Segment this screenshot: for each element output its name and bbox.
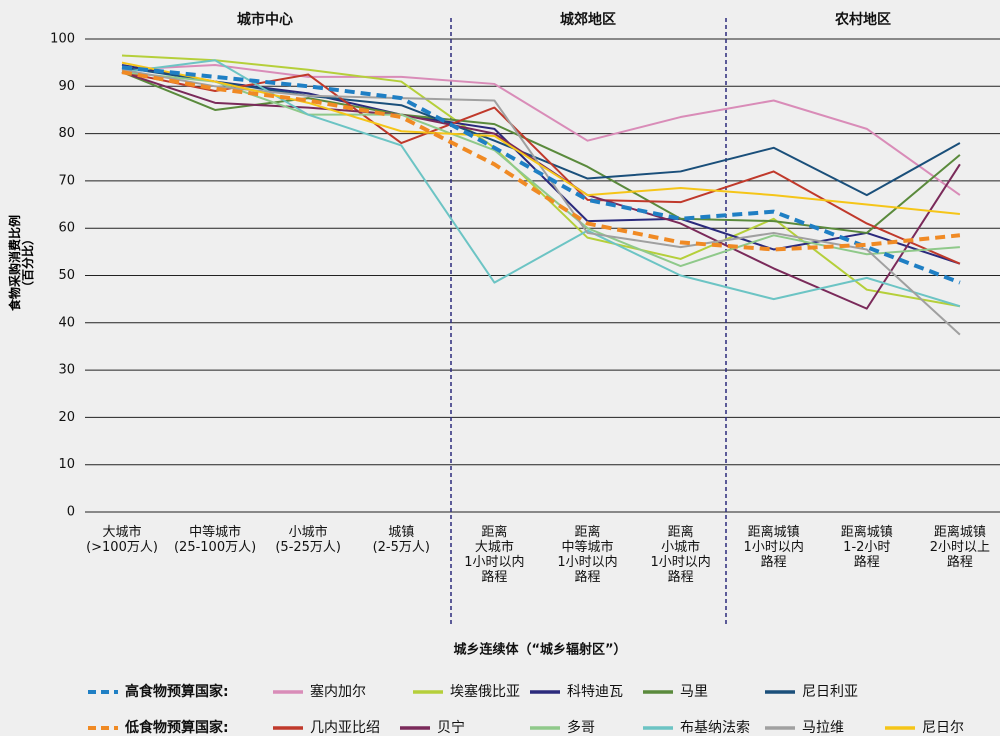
y-tick-label: 20 [58,410,75,425]
series-line [121,66,961,197]
y-tick-label: 40 [58,315,75,330]
series-line [121,71,961,265]
legend-label: 多哥 [567,719,595,736]
legend-label: 马里 [680,684,708,700]
legend-label: 高食物预算国家: [125,683,229,700]
x-axis-label: 城乡连续体（“城乡辐射区”） [453,642,626,658]
x-tick-label: 距离 小城市 1小时以内 路程 [650,525,711,585]
legend-label: 尼日尔 [922,720,964,736]
y-tick-label: 70 [58,173,75,188]
legend-label: 几内亚比绍 [310,720,380,736]
legend-label: 科特迪瓦 [567,684,623,700]
x-tick-label: 小城市 (5-25万人) [275,525,342,555]
x-tick-label: 距离 大城市 1小时以内 路程 [464,525,525,585]
x-tick-label: 城镇 (2-5万人) [372,525,430,555]
section-label: 农村地区 [834,11,891,28]
series-line [121,59,961,308]
series-line [121,71,960,268]
legend-label: 马拉维 [802,720,844,736]
x-tick-label: 大城市 (>100万人) [86,525,158,555]
series-line [121,70,961,252]
y-axis-label: 食物采购消费比例 （百分比） [8,215,35,312]
x-tick-label: 距离 中等城市 1小时以内 路程 [557,525,618,585]
y-tick-label: 30 [58,363,75,378]
y-tick-label: 10 [58,457,75,472]
y-tick-label: 100 [50,32,75,47]
y-tick-label: 60 [58,221,75,236]
legend-label: 布基纳法索 [680,719,750,736]
series-line [121,71,961,234]
legend-label: 贝宁 [437,719,465,736]
series-line [121,65,961,285]
series-line [121,61,961,216]
section-label: 城市中心 [237,11,293,28]
legend-label: 塞内加尔 [310,683,366,700]
y-tick-label: 0 [67,505,75,520]
legend-label: 尼日利亚 [802,684,858,700]
y-tick-label: 50 [58,268,75,283]
legend-label: 埃塞俄比亚 [450,683,520,700]
x-tick-label: 距离城镇 2小时以上 路程 [929,525,991,570]
x-tick-label: 距离城镇 1小时以内 路程 [743,525,804,570]
y-tick-label: 90 [58,79,75,94]
x-tick-label: 中等城市 (25-100万人) [173,525,257,555]
series-line [121,64,961,196]
section-label: 城郊地区 [560,11,616,28]
legend-label: 低食物预算国家: [124,719,229,736]
x-tick-label: 距离城镇 1-2小时 路程 [840,525,893,570]
y-tick-label: 80 [58,126,75,141]
